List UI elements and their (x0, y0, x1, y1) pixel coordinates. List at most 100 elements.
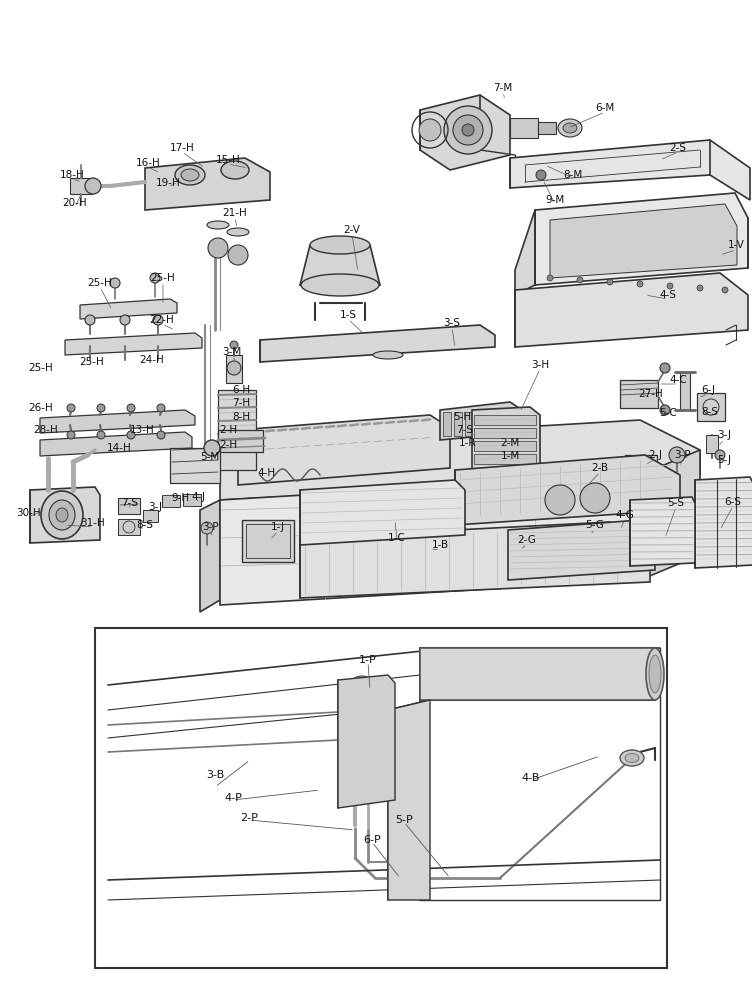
Polygon shape (238, 415, 450, 485)
Bar (143, 510, 158, 522)
Polygon shape (30, 487, 100, 543)
Circle shape (637, 281, 643, 287)
Circle shape (114, 750, 124, 760)
Ellipse shape (227, 228, 249, 236)
Text: 4-C: 4-C (669, 375, 687, 385)
Circle shape (97, 431, 105, 439)
Circle shape (201, 522, 213, 534)
Text: 25-H: 25-H (88, 278, 112, 288)
Bar (344, 757, 386, 795)
Text: 1-M: 1-M (500, 451, 520, 461)
Text: 1-P: 1-P (359, 655, 377, 665)
Ellipse shape (444, 106, 492, 154)
Circle shape (697, 285, 703, 291)
Circle shape (191, 723, 201, 733)
Polygon shape (80, 299, 177, 319)
Text: 9-H: 9-H (171, 493, 189, 503)
Circle shape (356, 750, 366, 760)
Bar (162, 495, 180, 507)
Text: 4-H: 4-H (258, 468, 276, 478)
Ellipse shape (352, 676, 372, 688)
Text: 2-J: 2-J (648, 450, 662, 460)
Polygon shape (630, 497, 695, 566)
Circle shape (85, 315, 95, 325)
Bar (443, 412, 451, 436)
Polygon shape (220, 475, 640, 605)
Bar (118, 498, 140, 514)
Polygon shape (515, 210, 535, 295)
Ellipse shape (558, 119, 582, 137)
Circle shape (660, 363, 670, 373)
Ellipse shape (207, 221, 229, 229)
Ellipse shape (563, 123, 577, 133)
Circle shape (290, 750, 300, 760)
Ellipse shape (41, 491, 83, 539)
Text: 2-M: 2-M (500, 438, 520, 448)
Bar (498, 412, 506, 436)
Polygon shape (338, 675, 395, 808)
Polygon shape (388, 700, 430, 900)
Text: 5-S: 5-S (668, 498, 684, 508)
Bar (474, 454, 536, 464)
Text: 8-H: 8-H (232, 412, 250, 422)
Bar (474, 428, 536, 438)
Text: 30-H: 30-H (16, 508, 41, 518)
Ellipse shape (620, 750, 644, 766)
Bar (510, 118, 538, 138)
Text: 6-M: 6-M (596, 103, 614, 113)
Bar (218, 390, 256, 470)
Text: 8-S: 8-S (137, 520, 153, 530)
Circle shape (660, 405, 670, 415)
Circle shape (378, 723, 388, 733)
Circle shape (722, 287, 728, 293)
Circle shape (632, 730, 642, 740)
Polygon shape (550, 204, 737, 278)
Circle shape (715, 450, 725, 460)
Text: 7-M: 7-M (493, 83, 513, 93)
Text: 20-H: 20-H (62, 198, 87, 208)
Text: 26-H: 26-H (29, 403, 53, 413)
Bar (538, 155, 548, 165)
Bar (476, 412, 484, 436)
Text: 8-M: 8-M (563, 170, 583, 180)
Circle shape (67, 404, 75, 412)
Circle shape (577, 277, 583, 283)
Text: 3-J: 3-J (717, 430, 731, 440)
Circle shape (202, 750, 212, 760)
Text: 6-H: 6-H (232, 385, 250, 395)
Text: 1-V: 1-V (728, 240, 744, 250)
Bar (454, 412, 462, 436)
Ellipse shape (462, 124, 474, 136)
Polygon shape (508, 520, 655, 580)
Circle shape (114, 723, 124, 733)
Text: 6-S: 6-S (724, 497, 741, 507)
Bar (625, 455, 657, 497)
Polygon shape (40, 410, 195, 433)
Text: 2-P: 2-P (240, 813, 258, 823)
Bar (118, 519, 140, 535)
Bar (474, 441, 536, 451)
Text: 14-H: 14-H (107, 443, 132, 453)
Text: 15-H: 15-H (216, 155, 241, 165)
Circle shape (127, 431, 135, 439)
Circle shape (580, 483, 610, 513)
Ellipse shape (49, 500, 75, 530)
Circle shape (356, 723, 366, 733)
Circle shape (158, 723, 168, 733)
Text: 6-P: 6-P (363, 835, 381, 845)
Text: 3-J: 3-J (148, 502, 162, 512)
Bar (474, 415, 536, 425)
Circle shape (566, 716, 584, 734)
Text: 13-H: 13-H (129, 425, 154, 435)
Text: 3-B: 3-B (206, 770, 224, 780)
Circle shape (235, 723, 245, 733)
Ellipse shape (301, 274, 379, 296)
Text: 3-P: 3-P (202, 522, 218, 532)
Text: 1-B: 1-B (432, 540, 448, 550)
Bar (538, 122, 556, 134)
Circle shape (110, 278, 120, 288)
Circle shape (547, 275, 553, 281)
Text: 19-H: 19-H (156, 178, 180, 188)
Circle shape (334, 723, 344, 733)
Circle shape (127, 404, 135, 412)
